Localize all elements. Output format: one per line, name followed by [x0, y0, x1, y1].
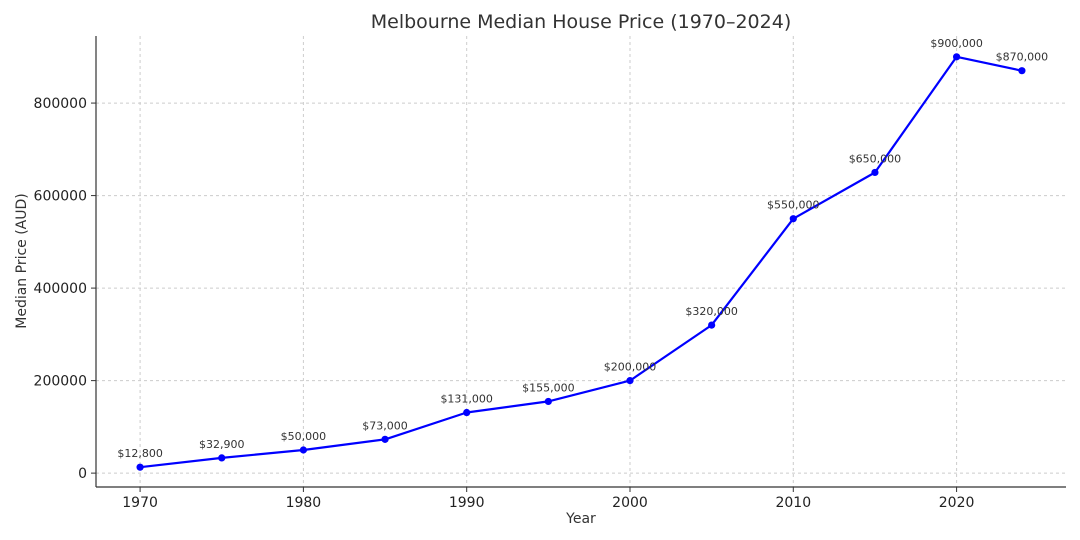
data-label: $131,000: [440, 393, 493, 406]
x-tick-label: 1990: [449, 495, 485, 511]
data-label: $200,000: [604, 361, 657, 374]
data-point: [381, 435, 389, 443]
data-label: $12,800: [117, 447, 163, 460]
x-tick-label: 2020: [939, 495, 975, 511]
data-point: [626, 377, 634, 385]
data-point: [789, 215, 797, 223]
y-tick-label: 800000: [34, 96, 87, 112]
data-point: [544, 397, 552, 406]
ticks: 1970 1980 1990 2000 2010 2020 0 200000 400000 600…: [34, 96, 975, 511]
grid: [96, 36, 1066, 487]
data-label: $320,000: [685, 305, 738, 318]
x-axis-label: Year: [565, 511, 596, 527]
data-label: $870,000: [996, 51, 1049, 64]
data-point: [708, 321, 716, 329]
y-tick-label: 0: [78, 466, 87, 482]
y-axis-label: Median Price (AUD): [14, 193, 30, 329]
y-tick-label: 200000: [34, 374, 87, 390]
chart-title: Melbourne Median House Price (1970–2024): [371, 11, 792, 33]
data-point: [463, 408, 471, 417]
data-point: [871, 168, 879, 177]
data-label: $155,000: [522, 381, 575, 394]
data-label: $650,000: [849, 152, 902, 165]
data-label: $900,000: [930, 37, 983, 50]
data-point: [299, 446, 307, 454]
x-tick-label: 1980: [286, 495, 322, 511]
data-label: $50,000: [281, 430, 327, 443]
data-label: $73,000: [362, 419, 408, 432]
x-tick-label: 2000: [612, 495, 648, 511]
data-point: [1018, 67, 1026, 75]
data-label: $550,000: [767, 199, 820, 212]
series-line: [139, 55, 1023, 469]
data-labels: $12,800 $32,900 $50,000 $73,000 $131,000 $155…: [117, 37, 1048, 460]
data-point: [952, 53, 961, 61]
series: [136, 53, 1026, 471]
y-tick-label: 600000: [34, 189, 87, 205]
data-label: $32,900: [199, 438, 245, 451]
data-point: [218, 454, 226, 462]
x-tick-label: 2010: [775, 495, 811, 511]
axes: [95, 36, 1066, 488]
data-point: [136, 463, 144, 471]
y-tick-label: 400000: [34, 281, 87, 297]
x-tick-label: 1970: [122, 495, 158, 511]
